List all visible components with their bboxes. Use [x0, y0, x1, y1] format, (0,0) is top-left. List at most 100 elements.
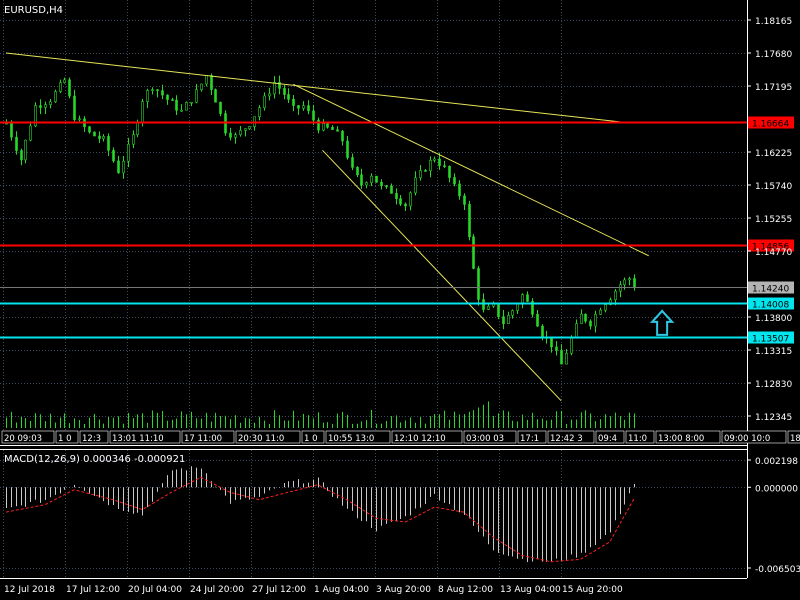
price-tick-label: 1.15740 — [755, 182, 792, 192]
candle-body — [302, 105, 305, 109]
candle-body — [414, 177, 417, 194]
candle-body — [580, 313, 583, 324]
trendlines[interactable] — [5, 52, 649, 402]
candle-body — [273, 81, 276, 95]
candle-body — [117, 160, 120, 174]
price-candles — [5, 73, 636, 365]
trendline-channel-bottom — [322, 149, 562, 402]
time-tick-label: 24 Jul 20:00 — [190, 585, 244, 595]
price-tick-label: 1.13800 — [755, 314, 792, 324]
candle-body — [292, 99, 295, 106]
strip-label: 10:55 13:0 — [328, 434, 374, 444]
macd-title: MACD(12,26,9) 0.000346 -0.000921 — [4, 454, 185, 465]
strip-label: 1 0 — [58, 434, 72, 444]
candle-body — [497, 303, 500, 318]
time-tick-label: 13 Aug 04:00 — [500, 585, 561, 595]
candle-body — [390, 185, 393, 194]
candle-body — [458, 183, 461, 197]
candle-body — [322, 123, 325, 131]
level-price-label: 1.14008 — [752, 301, 789, 311]
current-price-label: 1.14240 — [752, 285, 789, 295]
strip-label-box — [787, 430, 800, 444]
time-tick-label: 12 Jul 2018 — [4, 585, 55, 595]
strip-label: 20 09:03 — [4, 434, 42, 444]
candle-body — [195, 89, 198, 103]
candle-body — [550, 337, 553, 348]
candle-body — [419, 170, 422, 179]
candle-body — [132, 134, 135, 145]
candle-body — [560, 350, 563, 365]
candle-body — [599, 309, 602, 315]
candle-body — [287, 94, 290, 100]
strip-label: 18 — [790, 434, 800, 444]
candle-body — [205, 75, 208, 85]
signal-line — [5, 476, 635, 563]
strip-label-box — [625, 430, 655, 444]
candle-body — [68, 79, 71, 97]
time-tick-label: 8 Aug 12:00 — [438, 585, 493, 595]
candle-body — [112, 150, 115, 162]
candle-body — [395, 193, 398, 200]
candle-body — [239, 130, 242, 136]
level-price-box — [748, 116, 794, 129]
candle-body — [570, 337, 573, 354]
candle-body — [73, 95, 76, 121]
candle-body — [526, 294, 529, 302]
candle-body — [589, 320, 592, 327]
candle-body — [283, 88, 286, 95]
strip-label: 09:4 — [598, 434, 617, 444]
candle-body — [78, 118, 81, 121]
strip-label-box — [517, 430, 547, 444]
time-tick-label: 3 Aug 20:00 — [376, 585, 431, 595]
candle-body — [623, 279, 626, 285]
candle-body — [326, 123, 329, 128]
candle-body — [604, 304, 607, 311]
candle-body — [341, 130, 344, 142]
price-levels[interactable]: 1.16664 1.14856 1.14008 1.13507 1.14240 — [0, 116, 794, 345]
candle-body — [614, 290, 617, 301]
candle-body — [171, 99, 174, 101]
strip-label-box — [325, 430, 391, 444]
time-tick-label: 15 Aug 20:00 — [562, 585, 623, 595]
candle-body — [15, 136, 18, 151]
candle-body — [248, 126, 251, 130]
candle-body — [102, 136, 105, 139]
candle-body — [54, 91, 57, 103]
candle-body — [156, 89, 159, 91]
time-tick-label: 20 Jul 04:00 — [128, 585, 182, 595]
time-tick-label: 1 Aug 04:00 — [314, 585, 369, 595]
up-arrow-icon[interactable] — [649, 309, 675, 336]
candle-body — [278, 81, 281, 89]
candle-body — [34, 105, 37, 127]
trendline-upper — [5, 52, 625, 123]
strip-label: 12:3 — [82, 434, 101, 444]
candle-body — [365, 182, 368, 186]
candle-body — [351, 157, 354, 168]
candle-body — [200, 83, 203, 91]
candle-body — [404, 203, 407, 207]
candle-body — [107, 136, 110, 151]
candle-body — [29, 125, 32, 141]
macd-tick-label: 0.002198 — [755, 457, 798, 467]
candle-body — [166, 94, 169, 100]
strip-label-box — [547, 430, 595, 444]
strip-label-box — [595, 430, 625, 444]
candle-body — [409, 192, 412, 207]
level-price-label: 1.16664 — [752, 120, 789, 130]
candle-body — [307, 105, 310, 112]
candle-body — [244, 128, 247, 131]
time-axis: 12 Jul 2018 17 Jul 12:00 20 Jul 04:00 24 Ju… — [4, 585, 623, 595]
candle-body — [229, 132, 232, 138]
macd-axis: 0.002198 0.000000 -0.006503 — [747, 457, 800, 575]
candle-body — [438, 158, 441, 166]
strip-label: 13:01 11:10 — [112, 434, 164, 444]
candle-body — [385, 185, 388, 188]
candle-body — [346, 140, 349, 158]
candle-body — [516, 303, 519, 311]
candle-body — [268, 93, 271, 97]
candle-body — [297, 105, 300, 109]
strip-label-box — [463, 430, 517, 444]
time-tick-label: 27 Jul 12:00 — [252, 585, 306, 595]
candle-body — [24, 139, 27, 161]
